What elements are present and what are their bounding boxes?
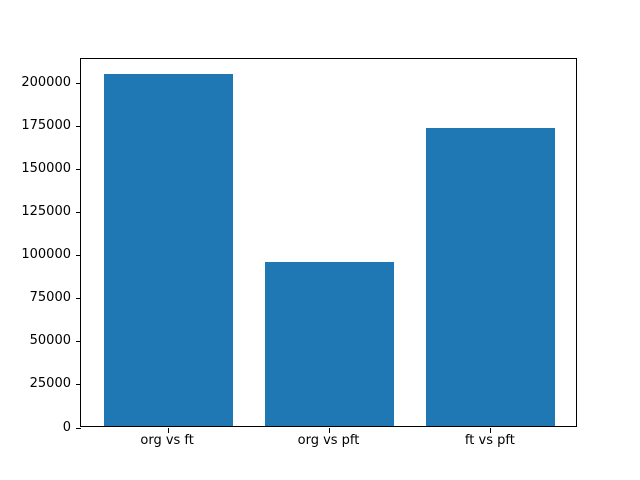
y-axis-tick-label: 150000	[21, 160, 71, 176]
y-axis-tick	[76, 125, 81, 127]
x-axis-tick-label: org vs ft	[140, 433, 194, 448]
y-axis-tick-label: 75000	[29, 290, 71, 306]
y-axis-tick-label: 175000	[21, 117, 71, 133]
y-axis-tick-label: 0	[62, 419, 71, 435]
y-axis-tick	[76, 255, 81, 257]
x-axis-tick	[329, 428, 330, 433]
y-axis-tick	[76, 384, 81, 386]
y-axis-tick	[76, 82, 81, 84]
y-axis-tick	[76, 211, 81, 213]
y-axis-tick	[76, 341, 81, 343]
x-axis-tick	[490, 428, 492, 433]
y-axis-tick	[76, 427, 81, 429]
x-axis-tick-label: ft vs pft	[464, 433, 515, 448]
x-axis-tick-label: org vs pft	[297, 433, 360, 448]
plot-area	[76, 58, 577, 433]
y-axis-tick-label: 25000	[29, 376, 71, 392]
bar-org-vs-ft	[103, 74, 233, 426]
bar-ft-vs-pft	[426, 127, 556, 426]
y-axis-tick-label: 125000	[21, 203, 71, 219]
y-axis-tick-label: 100000	[21, 247, 71, 263]
y-axis-tick	[76, 298, 81, 300]
y-axis-tick-label: 200000	[21, 74, 71, 90]
x-axis-tick	[167, 428, 169, 433]
y-axis-tick	[76, 168, 81, 170]
bar-org-vs-pft	[264, 262, 395, 426]
y-axis-tick-label: 50000	[29, 333, 71, 349]
